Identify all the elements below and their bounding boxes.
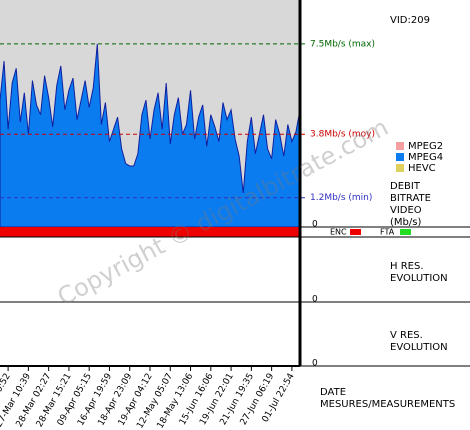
y-label: (Mb/s) (390, 217, 421, 228)
v-res-label: V RES. (390, 330, 423, 341)
y-label: DEBIT (390, 181, 421, 192)
vid-label: VID:209 (390, 15, 430, 26)
legend-label: MPEG4 (408, 152, 443, 163)
y-label: VIDEO (390, 205, 422, 216)
ref-label: 1.2Mb/s (min) (310, 193, 372, 203)
y-tick-label: 0 (312, 220, 318, 230)
flag-label: FTA (380, 228, 395, 237)
h-res-label: H RES. (390, 261, 424, 272)
flag-label: ENC (330, 228, 347, 237)
v-res-label: EVOLUTION (390, 342, 448, 353)
bitrate-area (0, 43, 301, 228)
flag-swatch (400, 229, 411, 235)
legend-swatch (396, 153, 404, 161)
x-label: DATE (320, 387, 346, 398)
legend-swatch (396, 164, 404, 172)
legend-swatch (396, 142, 404, 150)
h-res-label: EVOLUTION (390, 273, 448, 284)
y-label: BITRATE (390, 193, 431, 204)
legend-label: HEVC (408, 163, 436, 174)
ref-label: 3.8Mb/s (moy) (310, 130, 375, 140)
enc-bar (0, 227, 300, 237)
legend-label: MPEG2 (408, 141, 443, 152)
ref-label: 7.5Mb/s (max) (310, 39, 375, 49)
flag-swatch (350, 229, 361, 235)
x-label: MESURES/MEASUREMENTS (320, 399, 455, 410)
y-tick-label: 0 (312, 295, 318, 305)
y-tick-label: 0 (312, 359, 318, 369)
